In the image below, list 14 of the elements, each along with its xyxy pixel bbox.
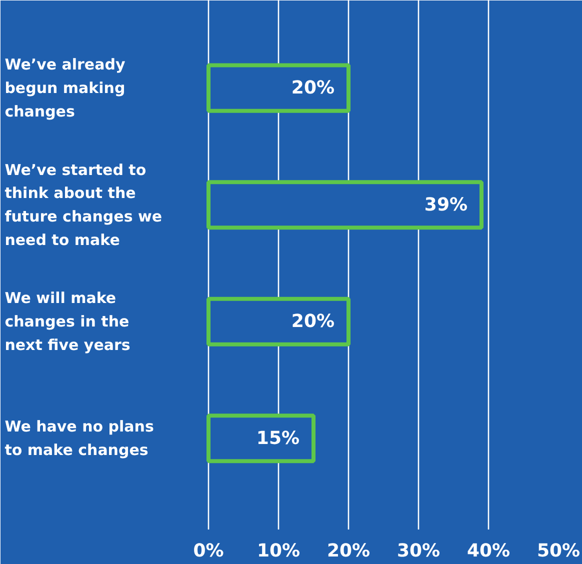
data-label: 15% (256, 428, 300, 449)
y-tick-label: We’ve started to think about the future changes we need to make (4, 160, 162, 249)
y-tick-label: We’ve already begun making changes (4, 56, 126, 120)
x-tick-label: 50% (536, 540, 580, 562)
x-tick-label: 10% (256, 540, 300, 562)
data-label: 20% (291, 311, 335, 332)
y-tick-label: We will make changes in the next five years (4, 289, 130, 354)
data-label: 20% (291, 78, 335, 99)
x-tick-label: 30% (396, 540, 440, 562)
x-tick-label: 20% (326, 540, 370, 562)
data-label: 39% (424, 194, 468, 216)
y-tick-label: We have no plans to make changes (4, 418, 154, 460)
x-tick-label: 0% (193, 540, 224, 562)
x-tick-label: 40% (466, 540, 510, 562)
